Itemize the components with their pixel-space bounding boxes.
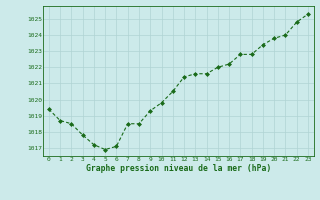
X-axis label: Graphe pression niveau de la mer (hPa): Graphe pression niveau de la mer (hPa) — [86, 164, 271, 173]
